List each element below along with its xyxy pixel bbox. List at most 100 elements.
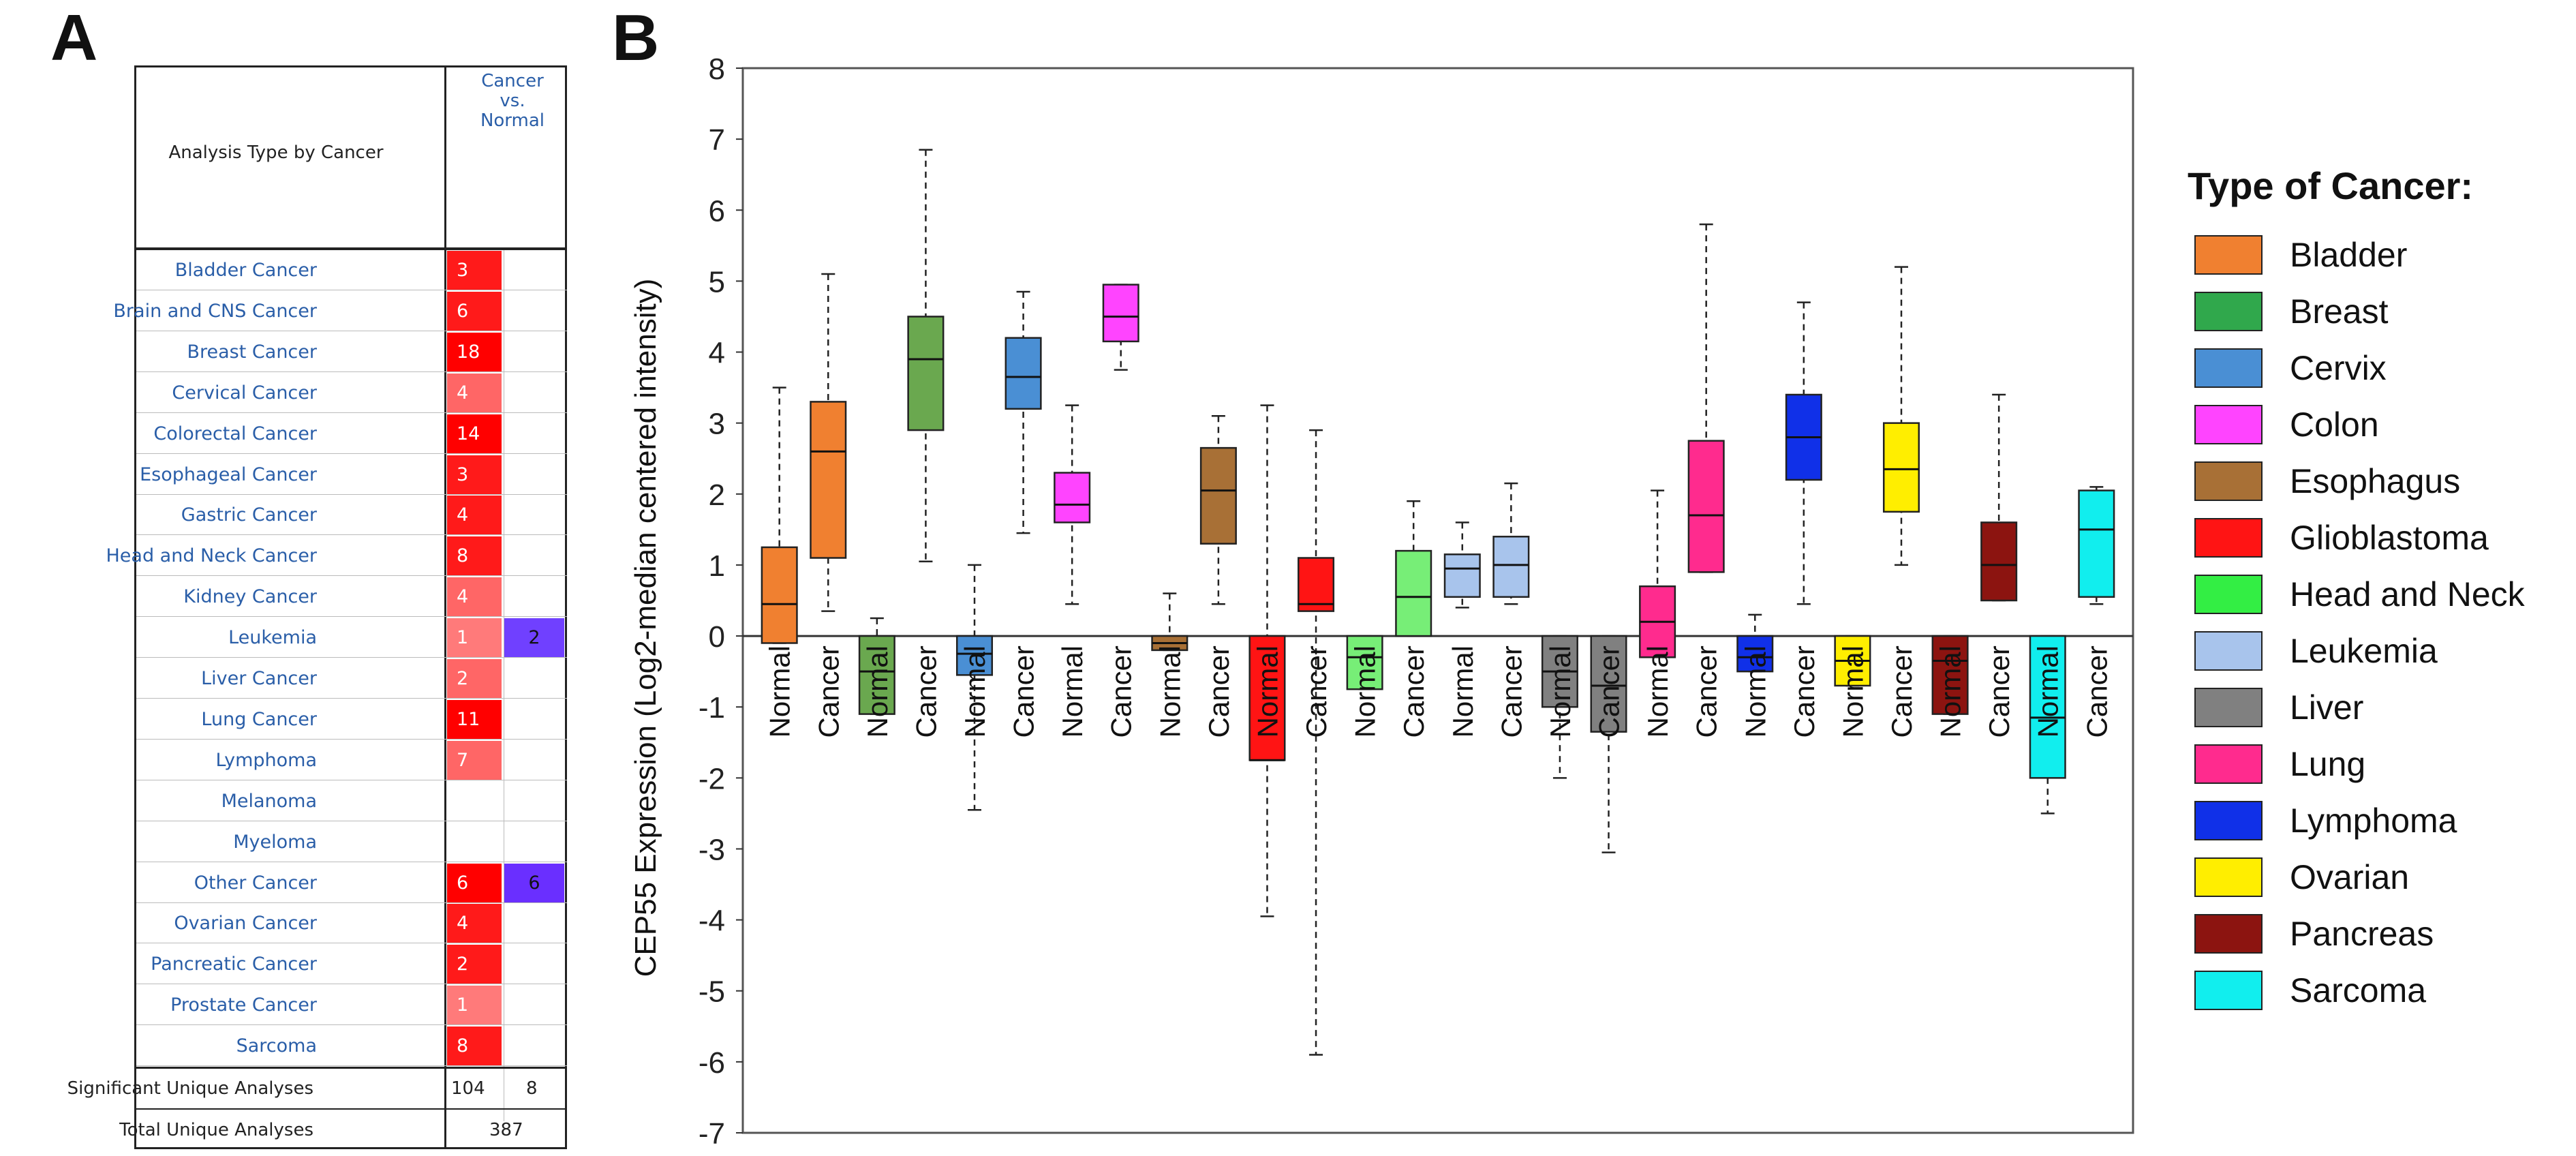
table-row[interactable]: Pancreatic Cancer 2 <box>136 944 569 985</box>
cancer-type-label[interactable]: Leukemia <box>228 627 317 649</box>
underexpression-count-cell[interactable] <box>504 455 564 494</box>
x-category-label: Normal <box>1056 645 1088 737</box>
underexpression-count-cell[interactable] <box>504 292 564 331</box>
overexpression-count-cell[interactable]: 7 <box>447 740 502 780</box>
table-row[interactable]: Liver Cancer 2 <box>136 658 569 699</box>
overexpression-count-cell[interactable] <box>447 823 502 862</box>
overexpression-count-cell[interactable]: 6 <box>447 863 502 902</box>
table-row[interactable]: Esophageal Cancer 3 <box>136 455 569 495</box>
table-row[interactable]: Breast Cancer 18 <box>136 332 569 372</box>
underexpression-count-cell[interactable] <box>504 782 564 821</box>
overexpression-count-cell[interactable]: 1 <box>447 986 502 1025</box>
cancer-type-label[interactable]: Liver Cancer <box>201 668 317 689</box>
box-rect <box>1443 553 1481 598</box>
legend-item: Breast <box>2194 285 2562 333</box>
cancer-type-label[interactable]: Prostate Cancer <box>170 994 317 1016</box>
overexpression-count-cell[interactable]: 18 <box>447 332 502 371</box>
table-row[interactable]: Melanoma <box>136 781 569 821</box>
table-row[interactable]: Ovarian Cancer 4 <box>136 903 569 944</box>
cancer-type-label[interactable]: Myeloma <box>233 831 317 853</box>
overexpression-count-cell[interactable]: 11 <box>447 699 502 739</box>
underexpression-count-cell[interactable] <box>504 536 564 575</box>
cancer-type-label[interactable]: Bladder Cancer <box>174 260 317 281</box>
cancer-type-label[interactable]: Ovarian Cancer <box>174 913 317 934</box>
underexpression-count-cell[interactable] <box>504 251 564 290</box>
legend-swatch <box>2194 405 2263 444</box>
table-row[interactable]: Other Cancer 6 6 <box>136 863 569 903</box>
row-separator <box>136 738 567 740</box>
cancer-type-label[interactable]: Cervical Cancer <box>172 382 317 404</box>
underexpression-count-cell[interactable] <box>504 374 564 412</box>
underexpression-count-cell[interactable] <box>504 496 564 534</box>
table-row[interactable]: Colorectal Cancer 14 <box>136 414 569 454</box>
cancer-type-label[interactable]: Sarcoma <box>236 1035 317 1057</box>
underexpression-count-cell[interactable] <box>504 1026 564 1065</box>
table-row[interactable]: Sarcoma 8 <box>136 1026 569 1067</box>
underexpression-count-cell[interactable]: 6 <box>504 863 564 902</box>
overexpression-count-cell[interactable]: 2 <box>447 659 502 698</box>
cancer-type-label[interactable]: Other Cancer <box>194 872 317 894</box>
table-row[interactable]: Myeloma <box>136 822 569 862</box>
overexpression-count-cell[interactable]: 6 <box>447 291 502 331</box>
underexpression-count-cell[interactable] <box>504 945 564 984</box>
underexpression-count-cell[interactable] <box>504 986 564 1024</box>
legend-swatch <box>2194 235 2263 275</box>
overexpression-count-cell[interactable]: 2 <box>447 945 502 984</box>
footer-label: Total Unique Analyses <box>119 1120 313 1140</box>
cancer-type-label[interactable]: Lymphoma <box>215 749 317 771</box>
table-row[interactable]: Lung Cancer 11 <box>136 699 569 740</box>
overexpression-count-cell[interactable]: 4 <box>447 577 502 617</box>
overexpression-count-cell[interactable]: 14 <box>447 414 502 453</box>
overexpression-count-cell[interactable]: 8 <box>447 536 502 576</box>
overexpression-count-cell[interactable]: 1 <box>447 618 502 658</box>
legend-item: Sarcoma <box>2194 964 2562 1012</box>
overexpression-count-cell[interactable]: 3 <box>447 455 502 494</box>
underexpression-count-cell[interactable] <box>504 904 564 943</box>
box-rect <box>761 546 798 644</box>
underexpression-count-cell[interactable]: 2 <box>504 618 564 658</box>
cancer-type-label[interactable]: Melanoma <box>221 790 317 812</box>
panel-b-letter: B <box>612 1 660 74</box>
overexpression-count-cell[interactable] <box>447 782 502 821</box>
table-footer-divider <box>136 1067 565 1069</box>
x-category-label: Cancer <box>1788 645 1820 737</box>
table-row[interactable]: Cervical Cancer 4 <box>136 373 569 413</box>
overexpression-count-cell[interactable]: 3 <box>447 251 502 290</box>
cancer-type-label[interactable]: Colorectal Cancer <box>153 423 317 444</box>
table-row[interactable]: Brain and CNS Cancer 6 <box>113 291 569 331</box>
y-tick-label: 6 <box>709 194 725 228</box>
cancer-type-label[interactable]: Esophageal Cancer <box>140 463 317 485</box>
cancer-type-label[interactable]: Kidney Cancer <box>183 586 317 608</box>
y-tick-label: 0 <box>709 620 725 654</box>
overexpression-count-cell[interactable]: 4 <box>447 904 502 943</box>
cancer-type-label[interactable]: Gastric Cancer <box>181 504 317 526</box>
x-category-label: Cancer <box>1203 645 1235 737</box>
cancer-type-label[interactable]: Breast Cancer <box>187 341 318 363</box>
cancer-type-label[interactable]: Lung Cancer <box>201 708 317 730</box>
overexpression-count-cell[interactable]: 8 <box>447 1026 502 1066</box>
cancer-type-label[interactable]: Head and Neck Cancer <box>106 545 318 567</box>
cancer-type-label[interactable]: Brain and CNS Cancer <box>113 300 317 322</box>
table-row[interactable]: Gastric Cancer 4 <box>136 495 569 536</box>
table-row[interactable]: Kidney Cancer 4 <box>136 577 569 618</box>
underexpression-count-cell[interactable] <box>504 741 564 780</box>
table-row[interactable]: Lymphoma 7 <box>136 740 569 780</box>
underexpression-count-cell[interactable] <box>504 577 564 616</box>
table-row[interactable]: Head and Neck Cancer 8 <box>106 536 569 577</box>
y-tick-label: -2 <box>699 762 725 795</box>
table-row[interactable]: Prostate Cancer 1 <box>136 985 569 1026</box>
underexpression-count-cell[interactable] <box>504 414 564 453</box>
table-row[interactable]: Leukemia 1 2 <box>136 618 569 658</box>
underexpression-count-cell[interactable] <box>504 700 564 739</box>
cancer-type-label[interactable]: Pancreatic Cancer <box>151 954 317 975</box>
table-row[interactable]: Bladder Cancer 3 <box>136 250 569 290</box>
overexpression-count-cell[interactable]: 4 <box>447 496 502 535</box>
legend-swatch <box>2194 575 2263 614</box>
underexpression-count-cell[interactable] <box>504 659 564 698</box>
x-category-label: Normal <box>1642 645 1674 737</box>
box-rect <box>2029 635 2066 779</box>
box-rect <box>858 635 895 715</box>
underexpression-count-cell[interactable] <box>504 823 564 862</box>
overexpression-count-cell[interactable]: 4 <box>447 373 502 412</box>
underexpression-count-cell[interactable] <box>504 333 564 371</box>
